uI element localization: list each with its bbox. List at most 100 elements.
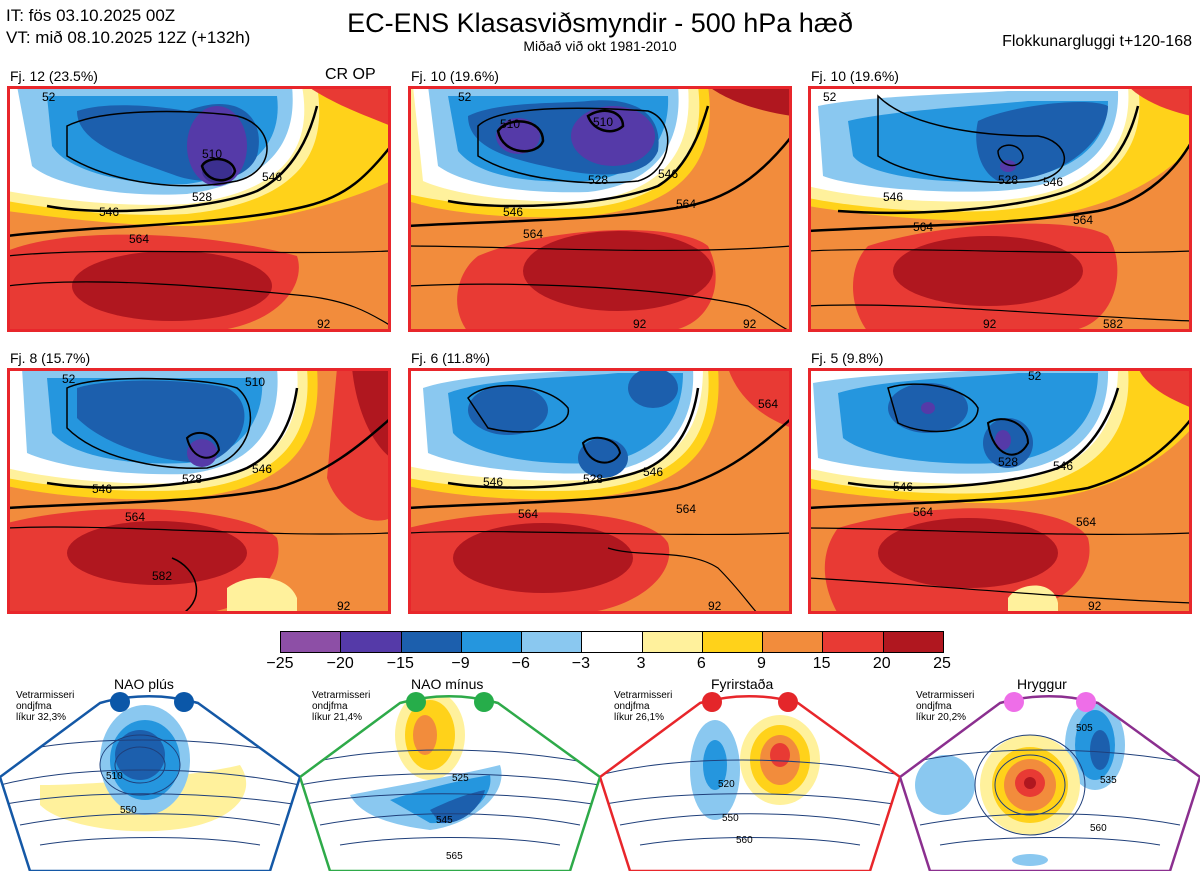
contour-label: 546 (92, 482, 112, 496)
regime-map-nao-plus: 510 550 (0, 695, 300, 871)
colorbar-swatch (762, 632, 823, 652)
contour-label: 520 (718, 779, 735, 790)
contour-label: 92 (317, 317, 331, 331)
contour-label: 546 (658, 167, 678, 181)
contour-label: 92 (1088, 599, 1102, 613)
colorbar-tick-label: −9 (451, 655, 470, 672)
regime-dot-nao-minus (474, 692, 494, 712)
contour-label: 52 (823, 90, 837, 104)
colorbar-tick-label: −15 (386, 655, 414, 672)
panel-2-label: Fj. 10 (19.6%) (411, 68, 499, 84)
contour-label: 546 (503, 205, 523, 219)
init-time: IT: fös 03.10.2025 00Z (6, 6, 176, 25)
regime-note-nao-minus: Vetrarmisseri ondjfma líkur 21,4% (312, 690, 371, 723)
contour-label: 546 (483, 475, 503, 489)
contour-label: 545 (436, 815, 453, 826)
contour-label: 510 (593, 115, 613, 129)
regime-note-ridge: Vetrarmisseri ondjfma líkur 20,2% (916, 690, 975, 723)
contour-label: 52 (458, 90, 472, 104)
contour-label: 546 (252, 462, 272, 476)
regime-note-blocking: Vetrarmisseri ondjfma líkur 26,1% (614, 690, 673, 723)
panel-3-label: Fj. 10 (19.6%) (811, 68, 899, 84)
contour-label: 564 (676, 197, 696, 211)
contour-label: 92 (743, 317, 757, 331)
panel-1-tag: CR OP (325, 66, 376, 83)
contour-label: 550 (722, 813, 739, 824)
contour-label: 52 (1028, 369, 1042, 383)
contour-label: 564 (129, 232, 149, 246)
contour-label: 52 (42, 90, 56, 104)
contour-label: 510 (202, 147, 222, 161)
colorbar-swatch (340, 632, 401, 652)
contour-label: 564 (913, 505, 933, 519)
colorbar-tick-label: −25 (266, 655, 294, 672)
colorbar-swatch (281, 632, 341, 652)
contour-label: 528 (182, 472, 202, 486)
contour-label: 528 (588, 173, 608, 187)
colorbar-swatch (701, 632, 763, 652)
page-title: EC-ENS Klasasviðsmyndir - 500 hPa hæð (347, 8, 853, 38)
regime-dot-ridge (1076, 692, 1096, 712)
contour-label: 546 (643, 465, 663, 479)
contour-label: 546 (883, 190, 903, 204)
colorbar-swatch (521, 632, 582, 652)
regime-map-ridge: 505 535 560 (900, 695, 1200, 871)
contour-label: 546 (262, 170, 282, 184)
panel-5-label: Fj. 6 (11.8%) (411, 350, 491, 366)
regime-map-blocking: 520 550 560 (600, 695, 900, 871)
regime-dot-nao-minus (406, 692, 426, 712)
contour-label: 564 (523, 227, 543, 241)
panel-1-label: Fj. 12 (23.5%) (10, 68, 98, 84)
cluster-map-5: 528 546 546 564 564 92 564 (408, 368, 792, 614)
contour-label: 510 (245, 375, 265, 389)
contour-label: 510 (106, 771, 123, 782)
colorbar-swatch (641, 632, 702, 652)
contour-label: 92 (708, 599, 722, 613)
contour-label: 564 (1073, 213, 1093, 227)
contour-label: 510 (500, 117, 520, 131)
regime-title-nao-minus: NAO mínus (411, 676, 484, 692)
cluster-map-1: 528 510 546 546 564 92 52 (7, 86, 391, 332)
regime-title-nao-plus: NAO plús (114, 676, 174, 692)
contour-label: 92 (633, 317, 647, 331)
classification-window: Flokkunargluggi t+120-168 (1002, 33, 1192, 50)
contour-label: 582 (1103, 317, 1123, 331)
contour-label: 560 (736, 835, 753, 846)
colorbar-swatch (400, 632, 461, 652)
contour-label: 564 (758, 397, 778, 411)
contour-label: 528 (998, 455, 1018, 469)
panel-6-label: Fj. 5 (9.8%) (811, 350, 884, 366)
contour-label: 550 (120, 805, 137, 816)
regime-dot-nao-plus (174, 692, 194, 712)
regime-map-nao-minus: 525 545 565 (300, 695, 600, 871)
cluster-map-2: 510 510 528 546 546 564 564 92 92 52 (408, 86, 792, 332)
colorbar-ticks: −25 −20 −15 −9 −6 −3 3 6 9 15 20 25 (266, 655, 950, 675)
contour-label: 525 (452, 773, 469, 784)
contour-label: 546 (99, 205, 119, 219)
panel-4-label: Fj. 8 (15.7%) (10, 350, 91, 366)
contour-label: 528 (998, 173, 1018, 187)
contour-label: 528 (583, 472, 603, 486)
contour-label: 546 (1053, 459, 1073, 473)
regime-dot-nao-plus (110, 692, 130, 712)
contour-label: 582 (152, 569, 172, 583)
colorbar-tick-label: 6 (696, 655, 706, 672)
contour-label: 528 (192, 190, 212, 204)
cluster-map-4: 510 528 546 546 564 582 92 52 (7, 368, 391, 614)
contour-label: 564 (913, 220, 933, 234)
contour-label: 505 (1076, 723, 1093, 734)
contour-label: 92 (337, 599, 351, 613)
cluster-map-6: 528 546 546 564 564 92 52 (808, 368, 1192, 614)
regime-title-blocking: Fyrirstaða (711, 676, 774, 692)
regime-note-nao-plus: Vetrarmisseri ondjfma líkur 32,3% (16, 690, 75, 723)
contour-label: 92 (983, 317, 997, 331)
regime-title-ridge: Hryggur (1017, 676, 1067, 692)
colorbar (280, 631, 944, 653)
colorbar-swatch (822, 632, 883, 652)
colorbar-swatch (581, 632, 642, 652)
contour-label: 565 (446, 851, 463, 862)
colorbar-tick-label: 15 (812, 655, 831, 672)
contour-label: 564 (1076, 515, 1096, 529)
cluster-map-3: 528 546 546 564 564 582 92 52 (808, 86, 1192, 332)
colorbar-swatch (460, 632, 522, 652)
